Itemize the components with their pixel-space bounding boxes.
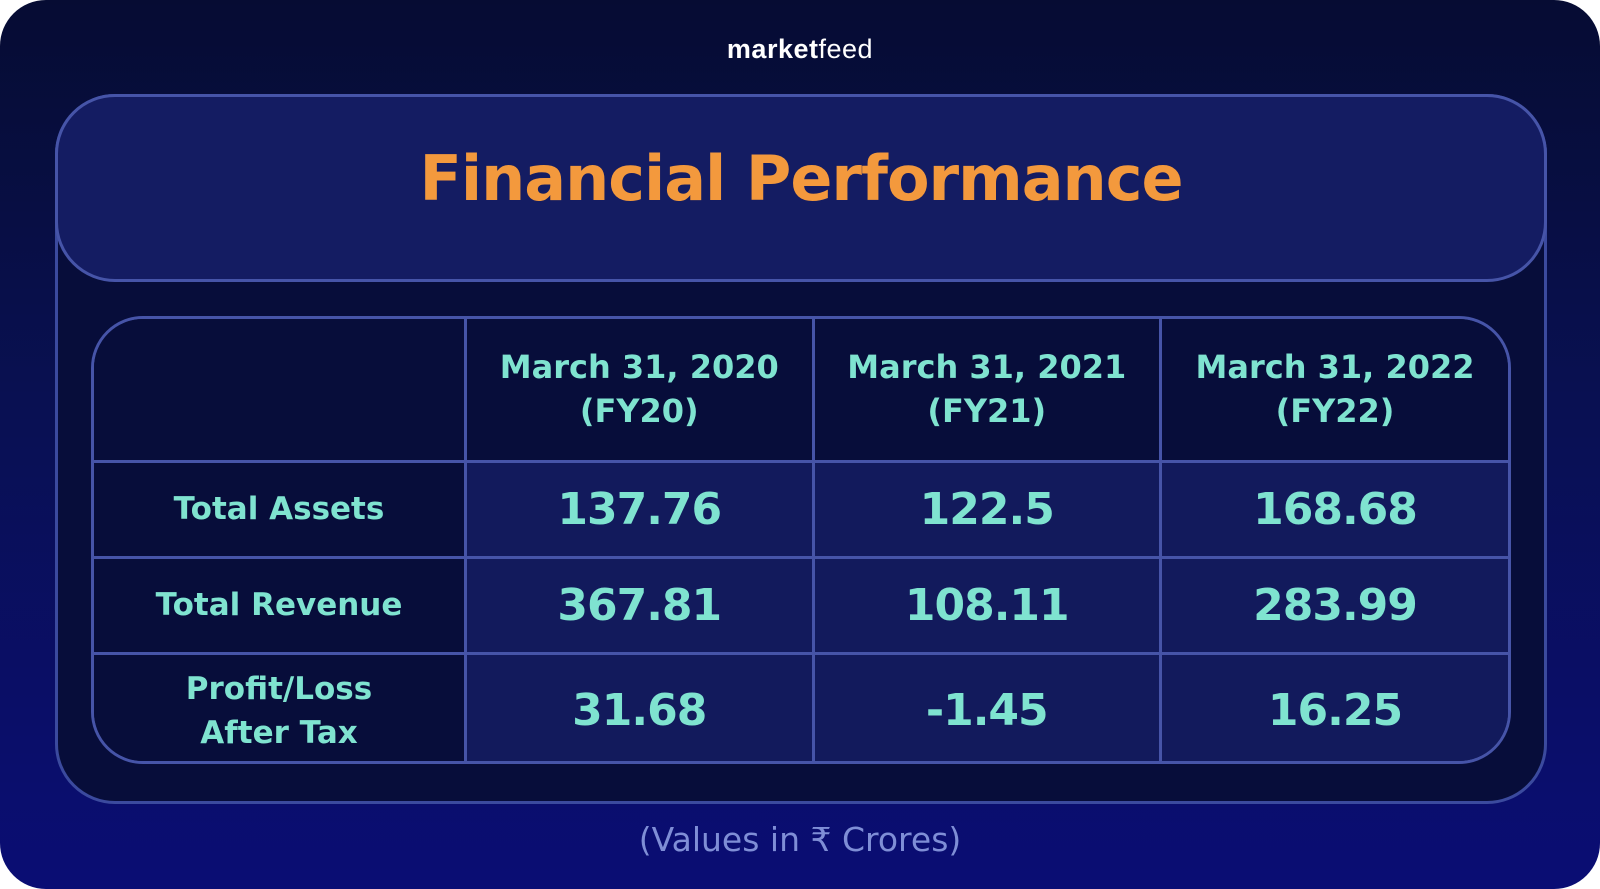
cell-profit-loss-fy20: 31.68 [464, 651, 815, 761]
row-label-line1: Profit/Loss [185, 670, 373, 707]
cell-total-assets-fy21: 122.5 [811, 459, 1162, 559]
column-header-fy: (FY20) [579, 392, 699, 431]
row-label-total-revenue: Total Revenue [94, 555, 467, 655]
cell-total-revenue-fy22: 283.99 [1159, 555, 1508, 655]
brand-logo-part1: marke [726, 34, 809, 64]
column-header-fy: (FY21) [927, 392, 1047, 431]
cell-profit-loss-fy22: 16.25 [1159, 651, 1508, 761]
cell-total-revenue-fy20: 367.81 [464, 555, 815, 655]
column-header-fy20: March 31, 2020 (FY20) [464, 319, 815, 463]
financial-table-grid: March 31, 2020 (FY20) March 31, 2021 (FY… [94, 319, 1508, 761]
title-band [55, 94, 1547, 282]
row-label-profit-loss: Profit/Loss After Tax [94, 651, 467, 761]
row-label-line1: Total Revenue [155, 587, 403, 623]
values-unit-footnote: (Values in ₹ Crores) [638, 820, 962, 859]
row-label-line2: After Tax [200, 714, 358, 751]
table-header-row: March 31, 2020 (FY20) March 31, 2021 (FY… [94, 319, 1508, 463]
cell-profit-loss-fy21: -1.45 [811, 651, 1162, 761]
brand-logo-dot-letter: t [809, 34, 819, 64]
cell-total-revenue-fy21: 108.11 [811, 555, 1162, 655]
column-header-fy: (FY22) [1275, 392, 1395, 431]
column-header-fy21: March 31, 2021 (FY21) [811, 319, 1162, 463]
brand-logo-part2: feed [818, 34, 874, 64]
row-label-line1: Total Assets [173, 491, 385, 527]
table-row-profit-loss: Profit/Loss After Tax 31.68 -1.45 16.25 [94, 651, 1508, 761]
table-row-total-revenue: Total Revenue 367.81 108.11 283.99 [94, 555, 1508, 655]
row-label-total-assets: Total Assets [94, 459, 467, 559]
financial-table: March 31, 2020 (FY20) March 31, 2021 (FY… [91, 316, 1511, 764]
column-header-date: March 31, 2020 [499, 348, 779, 387]
column-header-date: March 31, 2021 [847, 348, 1127, 387]
brand-logo: marketfeed [0, 34, 1600, 65]
table-row-total-assets: Total Assets 137.76 122.5 168.68 [94, 459, 1508, 559]
table-corner-cell [94, 319, 467, 463]
column-header-date: March 31, 2022 [1195, 348, 1475, 387]
cell-total-assets-fy20: 137.76 [464, 459, 815, 559]
page-title: Financial Performance [419, 142, 1184, 215]
column-header-fy22: March 31, 2022 (FY22) [1159, 319, 1508, 463]
cell-total-assets-fy22: 168.68 [1159, 459, 1508, 559]
